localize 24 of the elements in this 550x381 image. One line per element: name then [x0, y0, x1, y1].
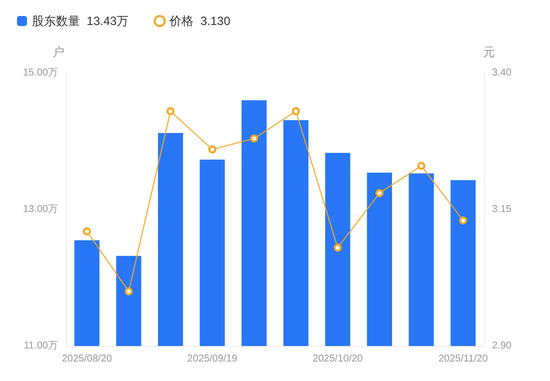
point	[166, 107, 174, 116]
y-tick-label: 15.00万	[22, 68, 58, 78]
point	[376, 189, 384, 198]
legend-label: 价格 3.130	[168, 14, 231, 28]
point	[292, 107, 300, 116]
y2-tick-label: 2.90	[492, 340, 512, 352]
y2-tick-label: 3.15	[492, 204, 512, 215]
legend-label: 股东数量 13.43万	[32, 14, 129, 28]
y2-tick-label: 3.40	[492, 68, 512, 78]
point	[417, 162, 426, 170]
point	[124, 287, 133, 296]
y2-axis-title: 元	[483, 45, 495, 59]
point	[82, 227, 91, 236]
x-tick-label: 2025/08/20	[62, 354, 112, 364]
x-tick-label: 2025/11/20	[438, 354, 488, 364]
point	[250, 134, 258, 143]
point	[459, 216, 468, 224]
point	[334, 244, 342, 252]
y-tick-label: 13.00万	[22, 204, 58, 215]
y-axis-title: 户	[52, 45, 64, 59]
point	[208, 145, 216, 154]
x-tick-label: 2025/09/19	[187, 354, 238, 364]
y-tick-label: 11.00万	[24, 340, 58, 352]
x-tick-label: 2025/10/20	[312, 354, 364, 364]
